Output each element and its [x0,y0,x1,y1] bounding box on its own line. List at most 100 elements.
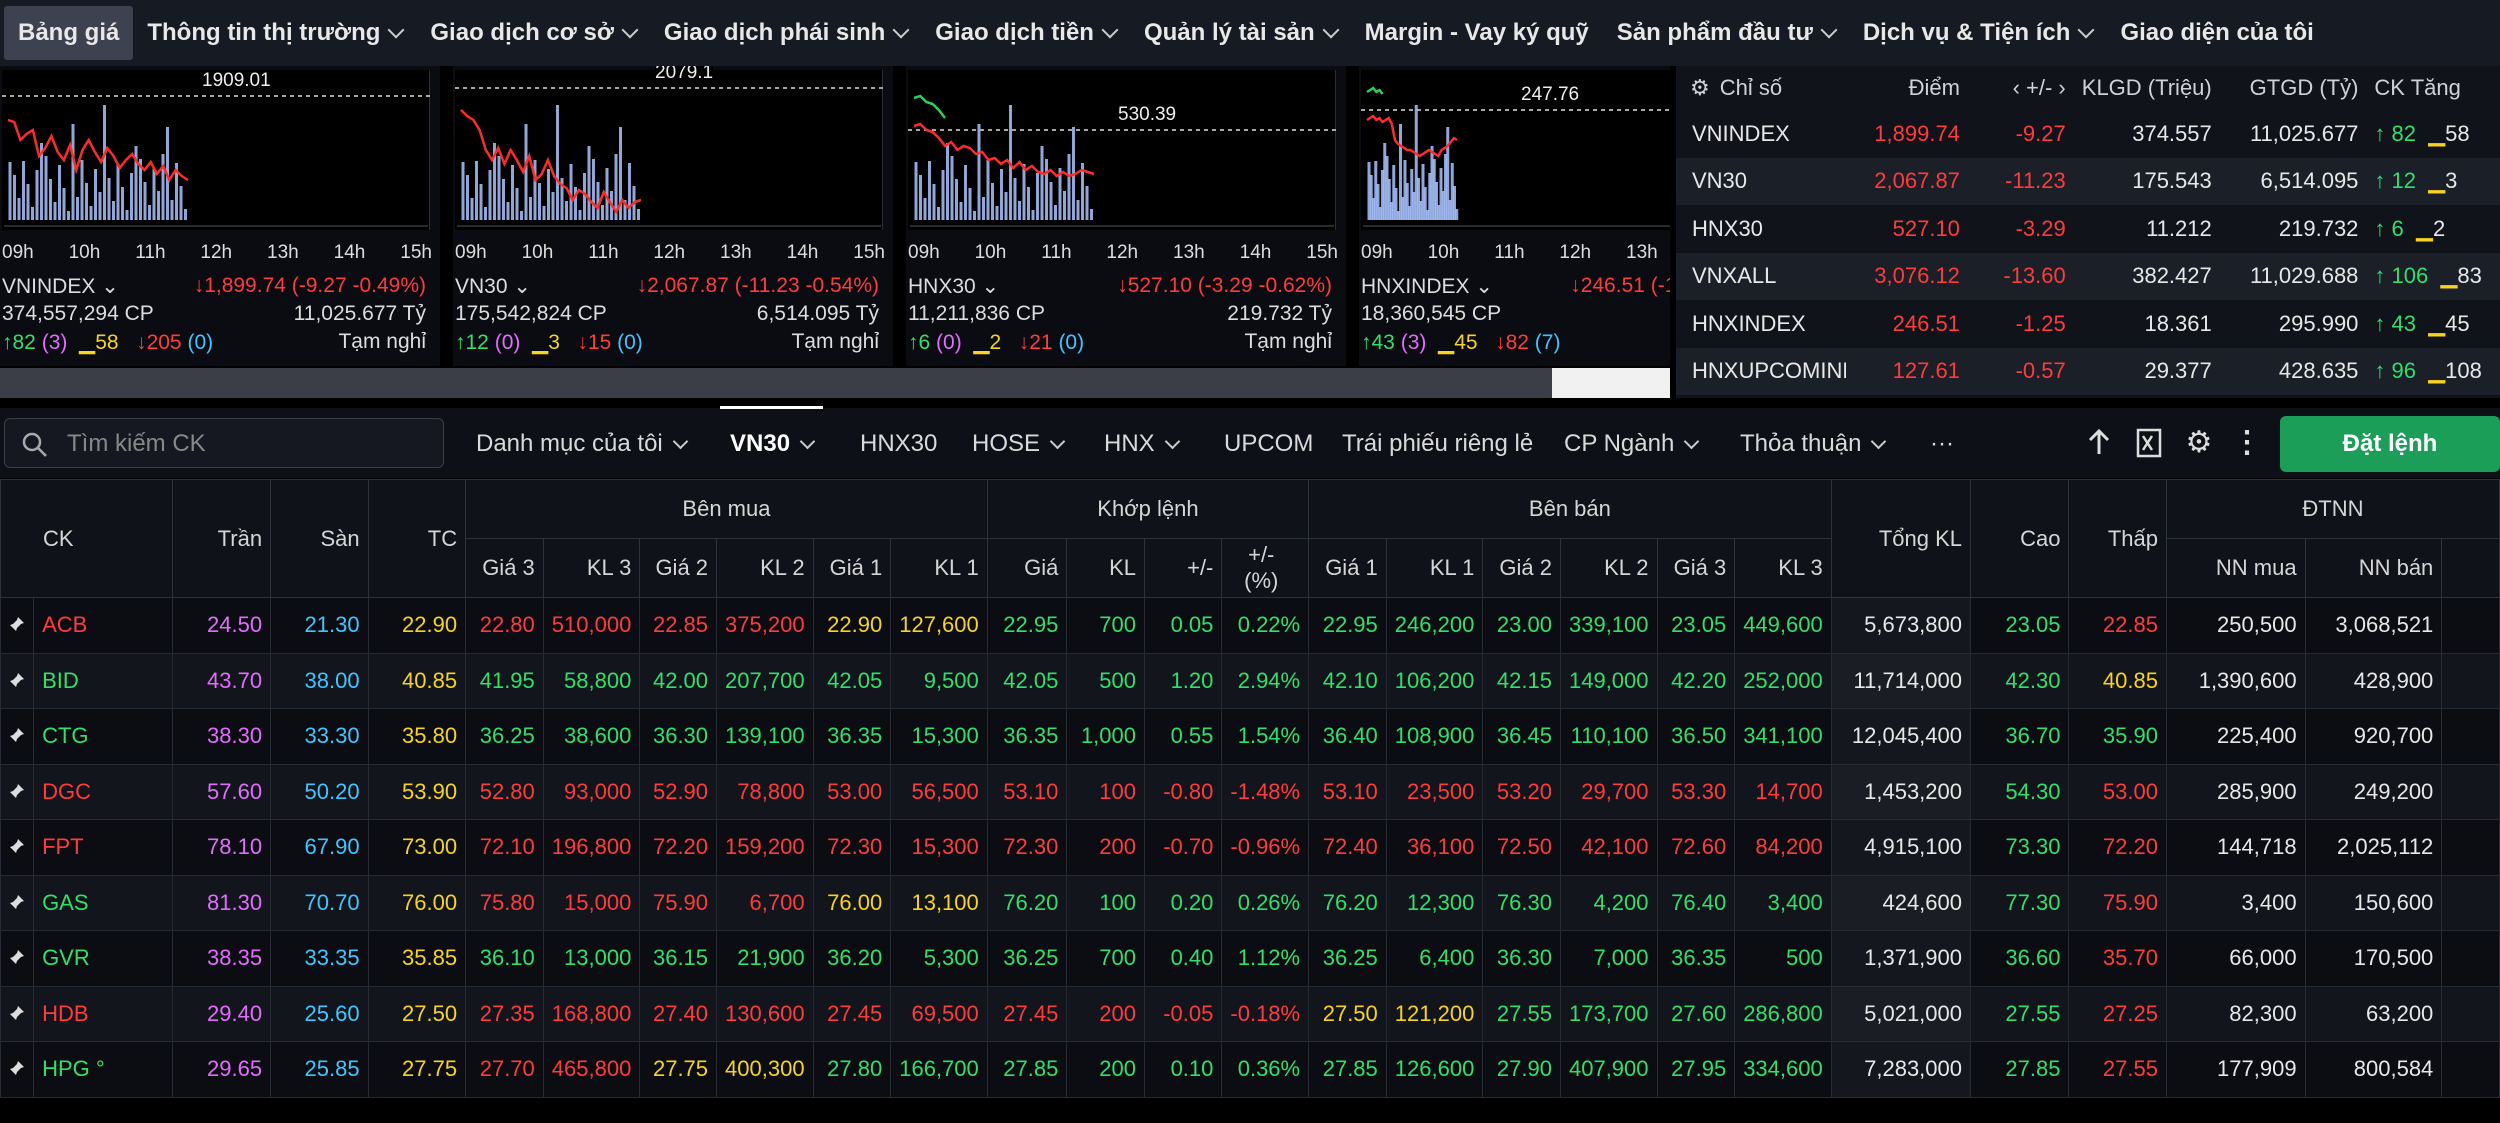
nav-item-3[interactable]: Giao dịch phái sinh [650,6,921,60]
scrollbar-thumb[interactable] [1552,368,1670,398]
ask-price[interactable]: 53.30 [1656,763,1736,820]
col-buy-gia3[interactable]: Giá 3 [465,538,544,598]
symbol[interactable]: GAS [33,874,173,931]
symbol[interactable]: BID [33,652,173,709]
index-name-dropdown[interactable]: VNINDEX ⌄ [2,275,119,298]
pin-icon[interactable] [0,930,35,987]
bid-price[interactable]: 72.20 [639,819,718,876]
col-nn-mua[interactable]: NN mua [2165,538,2306,598]
col-sell-gia3[interactable]: Giá 3 [1656,538,1736,598]
pin-icon[interactable] [0,652,35,709]
bid-price[interactable]: 36.20 [812,930,892,987]
ask-price[interactable]: 42.15 [1482,652,1561,709]
place-order-button[interactable]: Đặt lệnh [2280,416,2500,472]
bid-price[interactable]: 36.15 [639,930,718,987]
bid-price[interactable]: 22.80 [465,597,544,654]
bid-price[interactable]: 27.80 [812,1041,892,1098]
tab-1[interactable]: VN30 [720,406,824,458]
ask-price[interactable]: 76.40 [1656,874,1736,931]
search-input[interactable]: Tìm kiếm CK [4,418,444,468]
tab-0[interactable]: Danh mục của tôi [476,430,689,458]
ask-price[interactable]: 36.50 [1656,708,1736,765]
table-row[interactable]: ACB 24.50 21.30 22.90 22.80 510,000 22.85 375,2… [0,597,2500,654]
ask-price[interactable]: 27.90 [1482,1041,1561,1098]
col-tran[interactable]: Trần [171,479,272,598]
col-tc[interactable]: TC [367,479,467,598]
ask-price[interactable]: 36.25 [1308,930,1387,987]
bid-price[interactable]: 75.90 [639,874,718,931]
col-tong-kl[interactable]: Tổng KL [1830,479,1972,598]
bid-price[interactable]: 27.70 [465,1041,544,1098]
bid-price[interactable]: 36.35 [812,708,892,765]
index-row[interactable]: VNINDEX 1,899.74 -9.27 374.557 11,025.67… [1676,110,2500,158]
ask-price[interactable]: 36.35 [1656,930,1736,987]
ask-price[interactable]: 27.85 [1308,1041,1387,1098]
more-vertical-icon[interactable]: ⋮ [2232,426,2262,459]
gear-icon[interactable]: ⚙ [2185,426,2213,459]
index-name-dropdown[interactable]: VN30 ⌄ [455,275,531,298]
col-buy-kl3[interactable]: KL 3 [542,538,641,598]
col-buy-kl1[interactable]: KL 1 [890,538,988,598]
arrow-right-icon[interactable]: › [2052,75,2066,100]
index-row[interactable]: HNXINDEX 246.51 -1.25 18.361 295.990 ↑ 4… [1676,300,2500,348]
bid-price[interactable]: 52.80 [465,763,544,820]
table-row[interactable]: DGC 57.60 50.20 53.90 52.80 93,000 52.90 78,800… [0,763,2500,820]
tab-7[interactable]: CP Ngành [1564,430,1700,458]
tab-5[interactable]: UPCOM [1224,430,1313,458]
bid-price[interactable]: 27.35 [465,985,544,1042]
nav-item-9[interactable]: Giao diện của tôi [2106,6,2327,60]
tab-6[interactable]: Trái phiếu riêng lẻ [1342,430,1533,458]
table-row[interactable]: HPG ° 29.65 25.85 27.75 27.70 465,800 27.75 400… [0,1041,2500,1098]
table-row[interactable]: BID 43.70 38.00 40.85 41.95 58,800 42.00 207,70… [0,652,2500,709]
bid-price[interactable]: 36.10 [465,930,544,987]
table-row[interactable]: FPT 78.10 67.90 73.00 72.10 196,800 72.20 159,2… [0,819,2500,876]
bid-price[interactable]: 27.75 [639,1041,718,1098]
tab-3[interactable]: HOSE [972,430,1066,458]
bid-price[interactable]: 36.30 [639,708,718,765]
col-buy-gia2[interactable]: Giá 2 [639,538,718,598]
ask-price[interactable]: 27.95 [1656,1041,1736,1098]
symbol[interactable]: FPT [33,819,173,876]
index-row[interactable]: HNXUPCOMINDEX 127.61 -0.57 29.377 428.63… [1676,347,2500,395]
tab-4[interactable]: HNX [1104,430,1180,458]
bid-price[interactable]: 42.00 [639,652,718,709]
ask-price[interactable]: 27.50 [1308,985,1387,1042]
pin-icon[interactable] [0,763,35,820]
tab-9[interactable]: ··· [1930,430,1954,458]
excel-export-icon[interactable] [2132,424,2166,462]
arrow-left-icon[interactable]: ‹ [2012,75,2027,100]
symbol[interactable]: HPG ° [33,1041,173,1098]
ask-price[interactable]: 72.40 [1308,819,1387,876]
bid-price[interactable]: 41.95 [465,652,544,709]
tab-8[interactable]: Thỏa thuận [1740,430,1887,458]
col-buy-kl2[interactable]: KL 2 [716,538,814,598]
ask-price[interactable]: 53.20 [1482,763,1561,820]
bid-price[interactable]: 36.25 [465,708,544,765]
ask-price[interactable]: 36.45 [1482,708,1561,765]
symbol[interactable]: CTG [33,708,173,765]
index-card-vnindex[interactable]: 1909.01 09h 10h 11h 12h 13h 14h 15h VNINDEX ⌄ … [0,66,440,366]
ask-price[interactable]: 42.20 [1656,652,1736,709]
nav-item-1[interactable]: Thông tin thị trường [133,6,416,60]
ask-price[interactable]: 27.55 [1482,985,1561,1042]
nav-item-8[interactable]: Dịch vụ & Tiện ích [1849,6,2107,60]
col-buy-gia1[interactable]: Giá 1 [812,538,892,598]
bid-price[interactable]: 53.00 [812,763,892,820]
col-match-percent[interactable]: +/- (%) [1221,538,1310,598]
pin-icon[interactable] [0,597,35,654]
ask-price[interactable]: 23.05 [1656,597,1736,654]
table-row[interactable]: HDB 29.40 25.60 27.50 27.35 168,800 27.40 130,6… [0,985,2500,1042]
col-match-kl[interactable]: KL [1066,538,1145,598]
ask-price[interactable]: 76.30 [1482,874,1561,931]
bid-price[interactable]: 72.30 [812,819,892,876]
table-row[interactable]: GAS 81.30 70.70 76.00 75.80 15,000 75.90 6,700 7… [0,874,2500,931]
col-match-gia[interactable]: Giá [986,538,1068,598]
nav-item-6[interactable]: Margin - Vay ký quỹ [1351,6,1603,60]
pin-icon[interactable] [0,708,35,765]
bid-price[interactable]: 22.90 [812,597,892,654]
ask-price[interactable]: 42.10 [1308,652,1387,709]
col-thap[interactable]: Thấp [2068,479,2167,598]
index-row[interactable]: HNX30 527.10 -3.29 11.212 219.732 ↑ 6 ▁2 [1676,205,2500,253]
bid-price[interactable]: 27.45 [812,985,892,1042]
ask-price[interactable]: 36.30 [1482,930,1561,987]
